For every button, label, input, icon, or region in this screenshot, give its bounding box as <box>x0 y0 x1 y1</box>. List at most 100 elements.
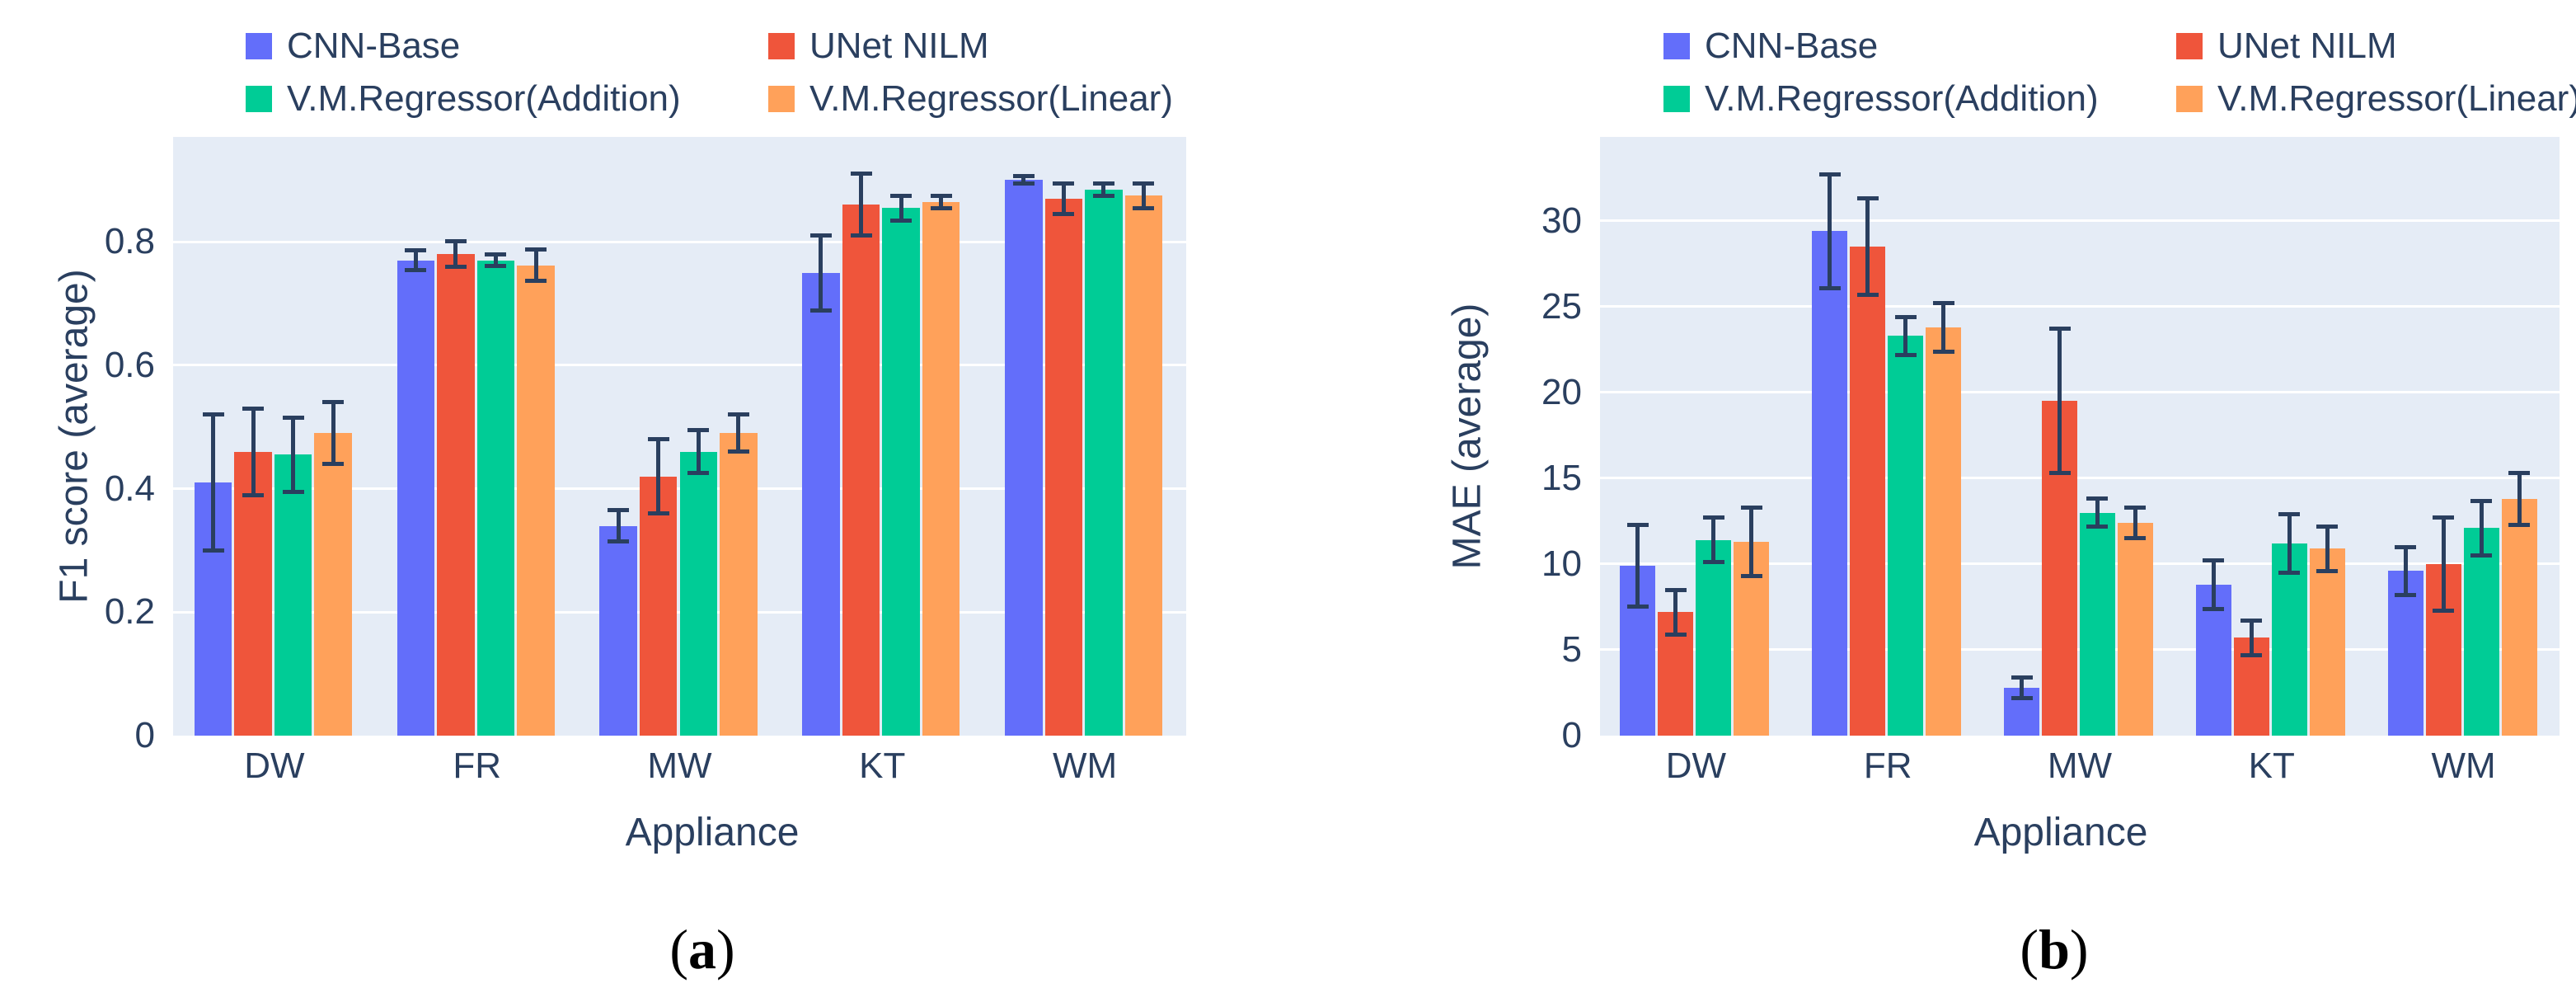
error-bar-cap-top <box>850 172 872 176</box>
error-bar-cap-top <box>242 406 265 411</box>
error-bar-cap-top <box>647 437 669 442</box>
bar-V.M.Regressor(Addition)-KT <box>882 208 920 736</box>
error-bar-cap-top <box>2278 512 2301 517</box>
error-bar-line <box>1941 303 1946 352</box>
error-bar-line <box>696 430 701 473</box>
error-bar-cap-top <box>2086 496 2109 501</box>
error-bar-cap-bottom <box>2470 553 2493 558</box>
bar-V.M.Regressor(Linear)-DW <box>314 433 352 736</box>
error-bar-line <box>1828 174 1832 289</box>
x-tick-label: FR <box>453 746 502 786</box>
error-bar-cap-top <box>2048 327 2071 332</box>
bar-V.M.Regressor(Addition)-DW <box>1696 539 1732 736</box>
bar-V.M.Regressor(Addition)-WM <box>1085 189 1123 736</box>
error-bar-cap-top <box>525 247 547 252</box>
error-bar-cap-bottom <box>2124 536 2147 541</box>
caption-close-paren: ) <box>716 918 735 981</box>
error-bar-line <box>2058 328 2062 473</box>
y-tick-label: 5 <box>1561 628 1582 670</box>
y-axis-title-b: MAE (average) <box>1445 303 1490 570</box>
bar-CNN-Base-FR <box>1812 231 1848 736</box>
caption-letter: a <box>688 918 716 981</box>
bar-V.M.Regressor(Linear)-KT <box>922 201 960 736</box>
legend-item-label: V.M.Regressor(Addition) <box>1705 78 2099 119</box>
error-bar-cap-bottom <box>608 539 630 543</box>
caption-letter: b <box>2039 918 2070 981</box>
bar-V.M.Regressor(Addition)-FR <box>476 260 515 736</box>
legend-item-label: UNet NILM <box>2217 26 2397 66</box>
x-tick-label: MW <box>647 746 712 786</box>
bar-CNN-Base-MW <box>599 525 637 736</box>
caption-open-paren: ( <box>2020 918 2039 981</box>
y-tick-label: 0.8 <box>104 221 155 262</box>
bar-UNet NILM-DW <box>234 451 272 736</box>
bar-V.M.Regressor(Addition)-KT <box>2271 543 2307 736</box>
x-axis-title-b: Appliance <box>1973 811 2148 854</box>
legend-swatch-CNN-Base <box>1663 33 1690 59</box>
legend-item-label: V.M.Regressor(Linear) <box>809 78 1173 119</box>
error-bar-cap-bottom <box>242 492 265 497</box>
x-tick-label: DW <box>1665 746 1727 786</box>
y-tick-label: 0.4 <box>104 468 155 509</box>
error-bar-cap-top <box>809 233 832 238</box>
bar-CNN-Base-WM <box>1005 180 1043 736</box>
error-bar-line <box>331 402 335 464</box>
bar-V.M.Regressor(Linear)-FR <box>517 265 555 736</box>
x-tick-label: MW <box>2047 746 2113 786</box>
error-bar-line <box>2095 498 2100 527</box>
error-bar-cap-top <box>1932 301 1954 306</box>
bar-UNet NILM-KT <box>842 205 880 736</box>
error-bar-cap-top <box>1012 174 1035 179</box>
error-bar-cap-top <box>1626 522 1649 527</box>
legend-swatch-V.M.Regressor(Addition) <box>1663 86 1690 112</box>
error-bar-line <box>493 254 498 266</box>
error-bar-line <box>453 241 458 267</box>
error-bar-cap-bottom <box>850 233 872 238</box>
error-bar-line <box>1101 183 1106 196</box>
mae-chart: MAE (average) Appliance (b) 0 5 10 15 20 25 30… <box>33 13 2576 981</box>
error-bar-cap-bottom <box>322 462 345 467</box>
y-tick-label: 0 <box>1561 715 1582 755</box>
error-bar-cap-bottom <box>2316 568 2339 573</box>
error-bar-cap-top <box>727 412 749 417</box>
error-bar-line <box>1711 517 1716 562</box>
error-bar-cap-bottom <box>1740 574 1762 579</box>
y-tick-label: 0 <box>134 715 155 755</box>
x-tick-label: KT <box>2248 746 2295 786</box>
legend-swatch-UNet NILM <box>768 33 795 59</box>
error-bar-line <box>2249 620 2254 656</box>
error-bar-line <box>616 510 621 542</box>
panel-caption-b: (b) <box>2020 917 2088 982</box>
x-tick-label: FR <box>1863 746 1912 786</box>
error-bar-cap-bottom <box>890 218 913 223</box>
error-bar-line <box>1061 183 1066 214</box>
bar-V.M.Regressor(Linear)-KT <box>2309 548 2345 736</box>
error-bar-line <box>413 250 418 271</box>
error-bar-cap-bottom <box>1626 605 1649 609</box>
legend-item-label: CNN-Base <box>1705 26 1879 66</box>
error-bar-cap-bottom <box>687 471 710 476</box>
bar-UNet NILM-MW <box>639 476 678 736</box>
gridline <box>1600 219 2560 223</box>
error-bar-cap-top <box>1053 181 1075 186</box>
error-bar-cap-top <box>687 428 710 432</box>
error-bar-line <box>1903 317 1908 355</box>
legend-item-label: UNet NILM <box>809 26 989 66</box>
error-bar-cap-bottom <box>1932 349 1954 354</box>
error-bar-cap-top <box>890 193 913 198</box>
error-bar-cap-top <box>202 412 224 417</box>
error-bar-line <box>2133 507 2137 539</box>
legend-item-label: V.M.Regressor(Linear) <box>2217 78 2576 119</box>
bar-V.M.Regressor(Linear)-FR <box>1926 327 1962 736</box>
bar-V.M.Regressor(Linear)-MW <box>720 433 758 736</box>
legend-swatch-CNN-Base <box>246 33 272 59</box>
error-bar-cap-bottom <box>1053 212 1075 217</box>
legend-swatch-V.M.Regressor(Addition) <box>246 86 272 112</box>
f1-score-chart: F1 score (average) Appliance (a) 0 0.2 0.4… <box>33 13 2543 981</box>
error-bar-cap-top <box>1092 181 1114 186</box>
x-tick-label: WM <box>1053 746 1118 786</box>
bar-V.M.Regressor(Addition)-WM <box>2463 528 2499 736</box>
bar-V.M.Regressor(Linear)-WM <box>1124 195 1163 736</box>
gridline <box>173 240 1186 243</box>
